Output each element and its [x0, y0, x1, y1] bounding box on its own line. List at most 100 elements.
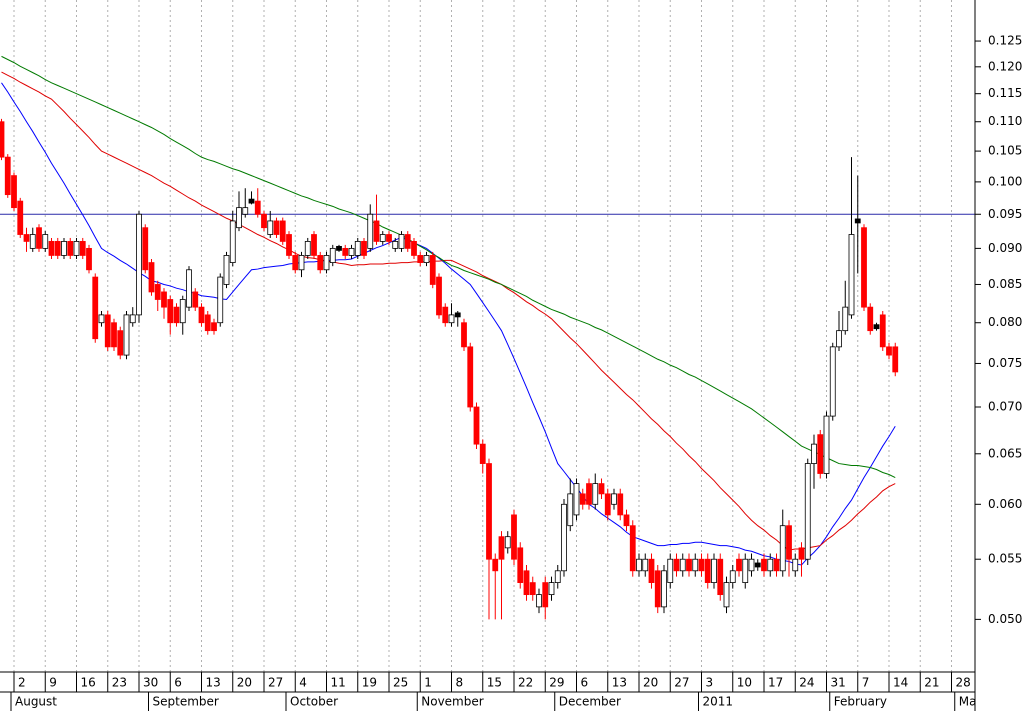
candle-body	[536, 594, 542, 608]
candle-body	[261, 213, 267, 229]
x-tick-label: 6	[174, 676, 182, 690]
candle-body	[392, 241, 399, 249]
candle-body	[29, 234, 36, 249]
candle-body	[342, 247, 349, 256]
x-tick-label: 27	[268, 676, 283, 690]
candle-body	[242, 207, 249, 215]
candle-body	[217, 276, 224, 324]
candle-body	[511, 514, 517, 560]
candle-body	[192, 291, 199, 308]
candle-body	[692, 558, 699, 572]
candle-body	[304, 241, 311, 256]
x-tick-label: 28	[956, 676, 971, 690]
candle-body	[292, 255, 299, 271]
candle-body	[592, 483, 599, 505]
x-tick-label: 11	[331, 676, 346, 690]
candle-body	[648, 558, 655, 583]
x-tick-label: 27	[674, 676, 689, 690]
y-tick-label: 0.125	[988, 34, 1022, 48]
y-tick-label: 0.055	[988, 552, 1022, 566]
candle-body	[698, 558, 705, 572]
candle-body	[417, 255, 424, 263]
x-tick-label: 13	[612, 676, 627, 690]
candle-body	[836, 330, 842, 348]
candle-body	[92, 276, 99, 340]
month-label: Ma	[959, 695, 977, 709]
candle-body	[42, 234, 49, 249]
x-tick-label: 21	[924, 676, 939, 690]
candle-body	[467, 346, 474, 408]
candle-body	[729, 570, 736, 583]
candle-body	[611, 493, 617, 505]
candle-body	[811, 443, 817, 464]
candle-body	[573, 483, 580, 516]
candle-body	[517, 547, 524, 583]
candle-body	[704, 558, 711, 583]
x-tick-label: 30	[143, 676, 158, 690]
candle-body	[892, 346, 899, 373]
y-tick-label: 0.060	[988, 497, 1022, 511]
candle-body	[667, 558, 674, 583]
candle-body	[148, 262, 155, 293]
candle-body	[86, 247, 92, 271]
month-label: October	[290, 695, 338, 709]
x-tick-label: 16	[81, 676, 96, 690]
x-tick-label: 22	[518, 676, 533, 690]
y-tick-label: 0.085	[988, 277, 1022, 291]
candle-body	[361, 241, 367, 256]
candle-body	[586, 483, 592, 505]
candle-body	[373, 220, 380, 242]
candle-body	[267, 220, 274, 235]
candle-body	[523, 570, 530, 596]
candle-body	[823, 415, 830, 474]
candle-body	[623, 514, 630, 527]
candle-body	[442, 306, 449, 324]
candle-body	[723, 582, 730, 608]
candle-layer	[0, 118, 899, 620]
y-tick-label: 0.105	[988, 144, 1022, 158]
candle-body	[254, 200, 261, 215]
candle-body	[492, 558, 499, 572]
candle-body	[598, 483, 605, 495]
x-tick-label: 4	[299, 676, 307, 690]
candle-body	[842, 306, 849, 332]
month-label: September	[153, 695, 219, 709]
y-tick-label: 0.115	[988, 86, 1022, 100]
candle-body	[604, 493, 611, 516]
candle-body	[861, 227, 867, 308]
x-tick-label: 7	[862, 676, 870, 690]
candle-body	[386, 234, 392, 242]
y-tick-label: 0.100	[988, 174, 1022, 188]
candle-body	[473, 406, 480, 445]
x-tick-label: 20	[643, 676, 658, 690]
candle-body	[486, 463, 492, 560]
candle-body	[36, 227, 42, 249]
candle-body	[411, 241, 417, 256]
x-tick-label: 19	[362, 676, 377, 690]
y-tick-label: 0.065	[988, 446, 1022, 460]
candle-body	[423, 255, 430, 263]
x-tick-label: 6	[581, 676, 589, 690]
candle-body	[679, 558, 686, 572]
y-tick-label: 0.075	[988, 356, 1022, 370]
x-tick-label: 15	[487, 676, 502, 690]
candle-body	[211, 322, 217, 332]
candle-body	[479, 443, 486, 464]
candle-body	[748, 558, 755, 572]
x-tick-label: 20	[237, 676, 252, 690]
candle-body	[673, 558, 680, 572]
candle-body	[848, 234, 855, 316]
candle-body	[636, 558, 642, 572]
candle-body	[767, 558, 774, 572]
x-tick-label: 14	[893, 676, 908, 690]
candle-body	[461, 322, 467, 348]
candle-body	[504, 536, 511, 549]
candle-body	[436, 276, 442, 316]
candle-body	[248, 198, 255, 204]
candle-body	[404, 234, 411, 249]
candle-body	[448, 314, 455, 324]
candle-body	[761, 558, 767, 572]
